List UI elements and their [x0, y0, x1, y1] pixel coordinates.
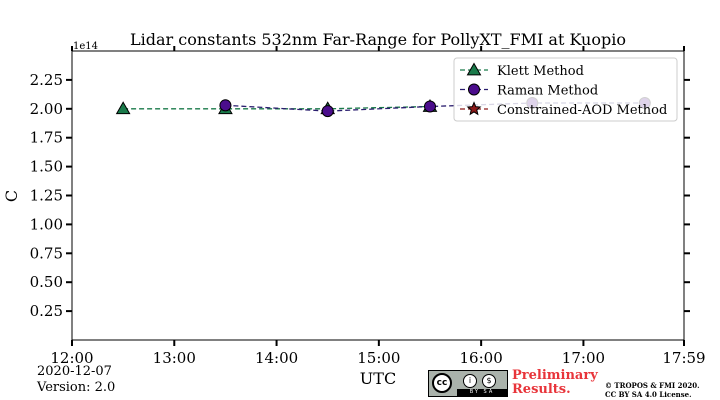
preliminary-line-2: Results.: [512, 382, 571, 397]
y-tick-label: 1.00: [30, 215, 63, 233]
data-point: [423, 100, 437, 113]
data-point: [115, 101, 131, 115]
y-tick-label: 1.25: [30, 187, 63, 205]
x-tick-label: 12:00: [50, 349, 93, 367]
cc-icon: cc: [432, 373, 452, 393]
date-label: 2020-12-07: [37, 364, 112, 379]
y-tick-label: 1.50: [30, 158, 63, 176]
y-scale-label: 1e14: [73, 41, 98, 52]
legend-entry: Raman Method: [497, 84, 598, 99]
y-axis: 0.25 0.50 0.75 1.00 1.25 1.50 1.75 2.00 2.25: [30, 71, 690, 320]
y-tick-label: 0.25: [30, 302, 63, 320]
preliminary-results-note: Preliminary Results.: [512, 369, 598, 397]
legend-marker: [466, 101, 482, 116]
legend-entry: Constrained-AOD Method: [497, 103, 667, 118]
legend-entry: Klett Method: [497, 64, 584, 79]
legend: Klett Method Raman Method Constrained-AOD …: [453, 57, 678, 122]
data-point: [219, 99, 232, 112]
y-tick-label: 0.50: [30, 273, 63, 291]
copyright-line-1: © TROPOS & FMI 2020.: [605, 381, 700, 390]
legend-box: [453, 57, 678, 122]
legend-marker: [466, 62, 482, 76]
cc-license-bar: BY SA: [457, 389, 507, 396]
copyright-line-2: CC BY SA 4.0 License.: [605, 390, 692, 399]
x-tick-label: 16:00: [460, 349, 503, 367]
version-label: Version: 2.0: [37, 380, 116, 395]
preliminary-line-1: Preliminary: [512, 368, 598, 383]
chart-title: Lidar constants 532nm Far-Range for Poll…: [130, 30, 626, 49]
series-klett-method: [115, 98, 438, 115]
y-tick-label: 0.75: [30, 244, 63, 262]
x-tick-label: 17:00: [562, 349, 605, 367]
x-tick-label: 13:00: [153, 349, 196, 367]
cc-license-badge: cc i $ BY SA: [428, 370, 508, 397]
y-axis-label: C: [2, 190, 21, 202]
legend-marker: [467, 83, 481, 96]
copyright-note: © TROPOS & FMI 2020. CC BY SA 4.0 Licens…: [605, 381, 700, 399]
y-tick-label: 2.25: [30, 71, 63, 89]
x-tick-label: 14:00: [255, 349, 298, 367]
share-alike-icon: $: [482, 374, 496, 388]
x-tick-label: 15:00: [357, 349, 400, 367]
x-axis-label: UTC: [360, 369, 396, 388]
by-attribution-icon: i: [463, 374, 477, 388]
x-axis: 12:00 13:00 14:00 15:00 16:00 17:00 17:59: [50, 46, 706, 367]
data-point: [321, 105, 334, 118]
y-tick-label: 2.00: [30, 100, 63, 118]
y-tick-label: 1.75: [30, 129, 63, 147]
x-tick-label: 17:59: [662, 349, 705, 367]
